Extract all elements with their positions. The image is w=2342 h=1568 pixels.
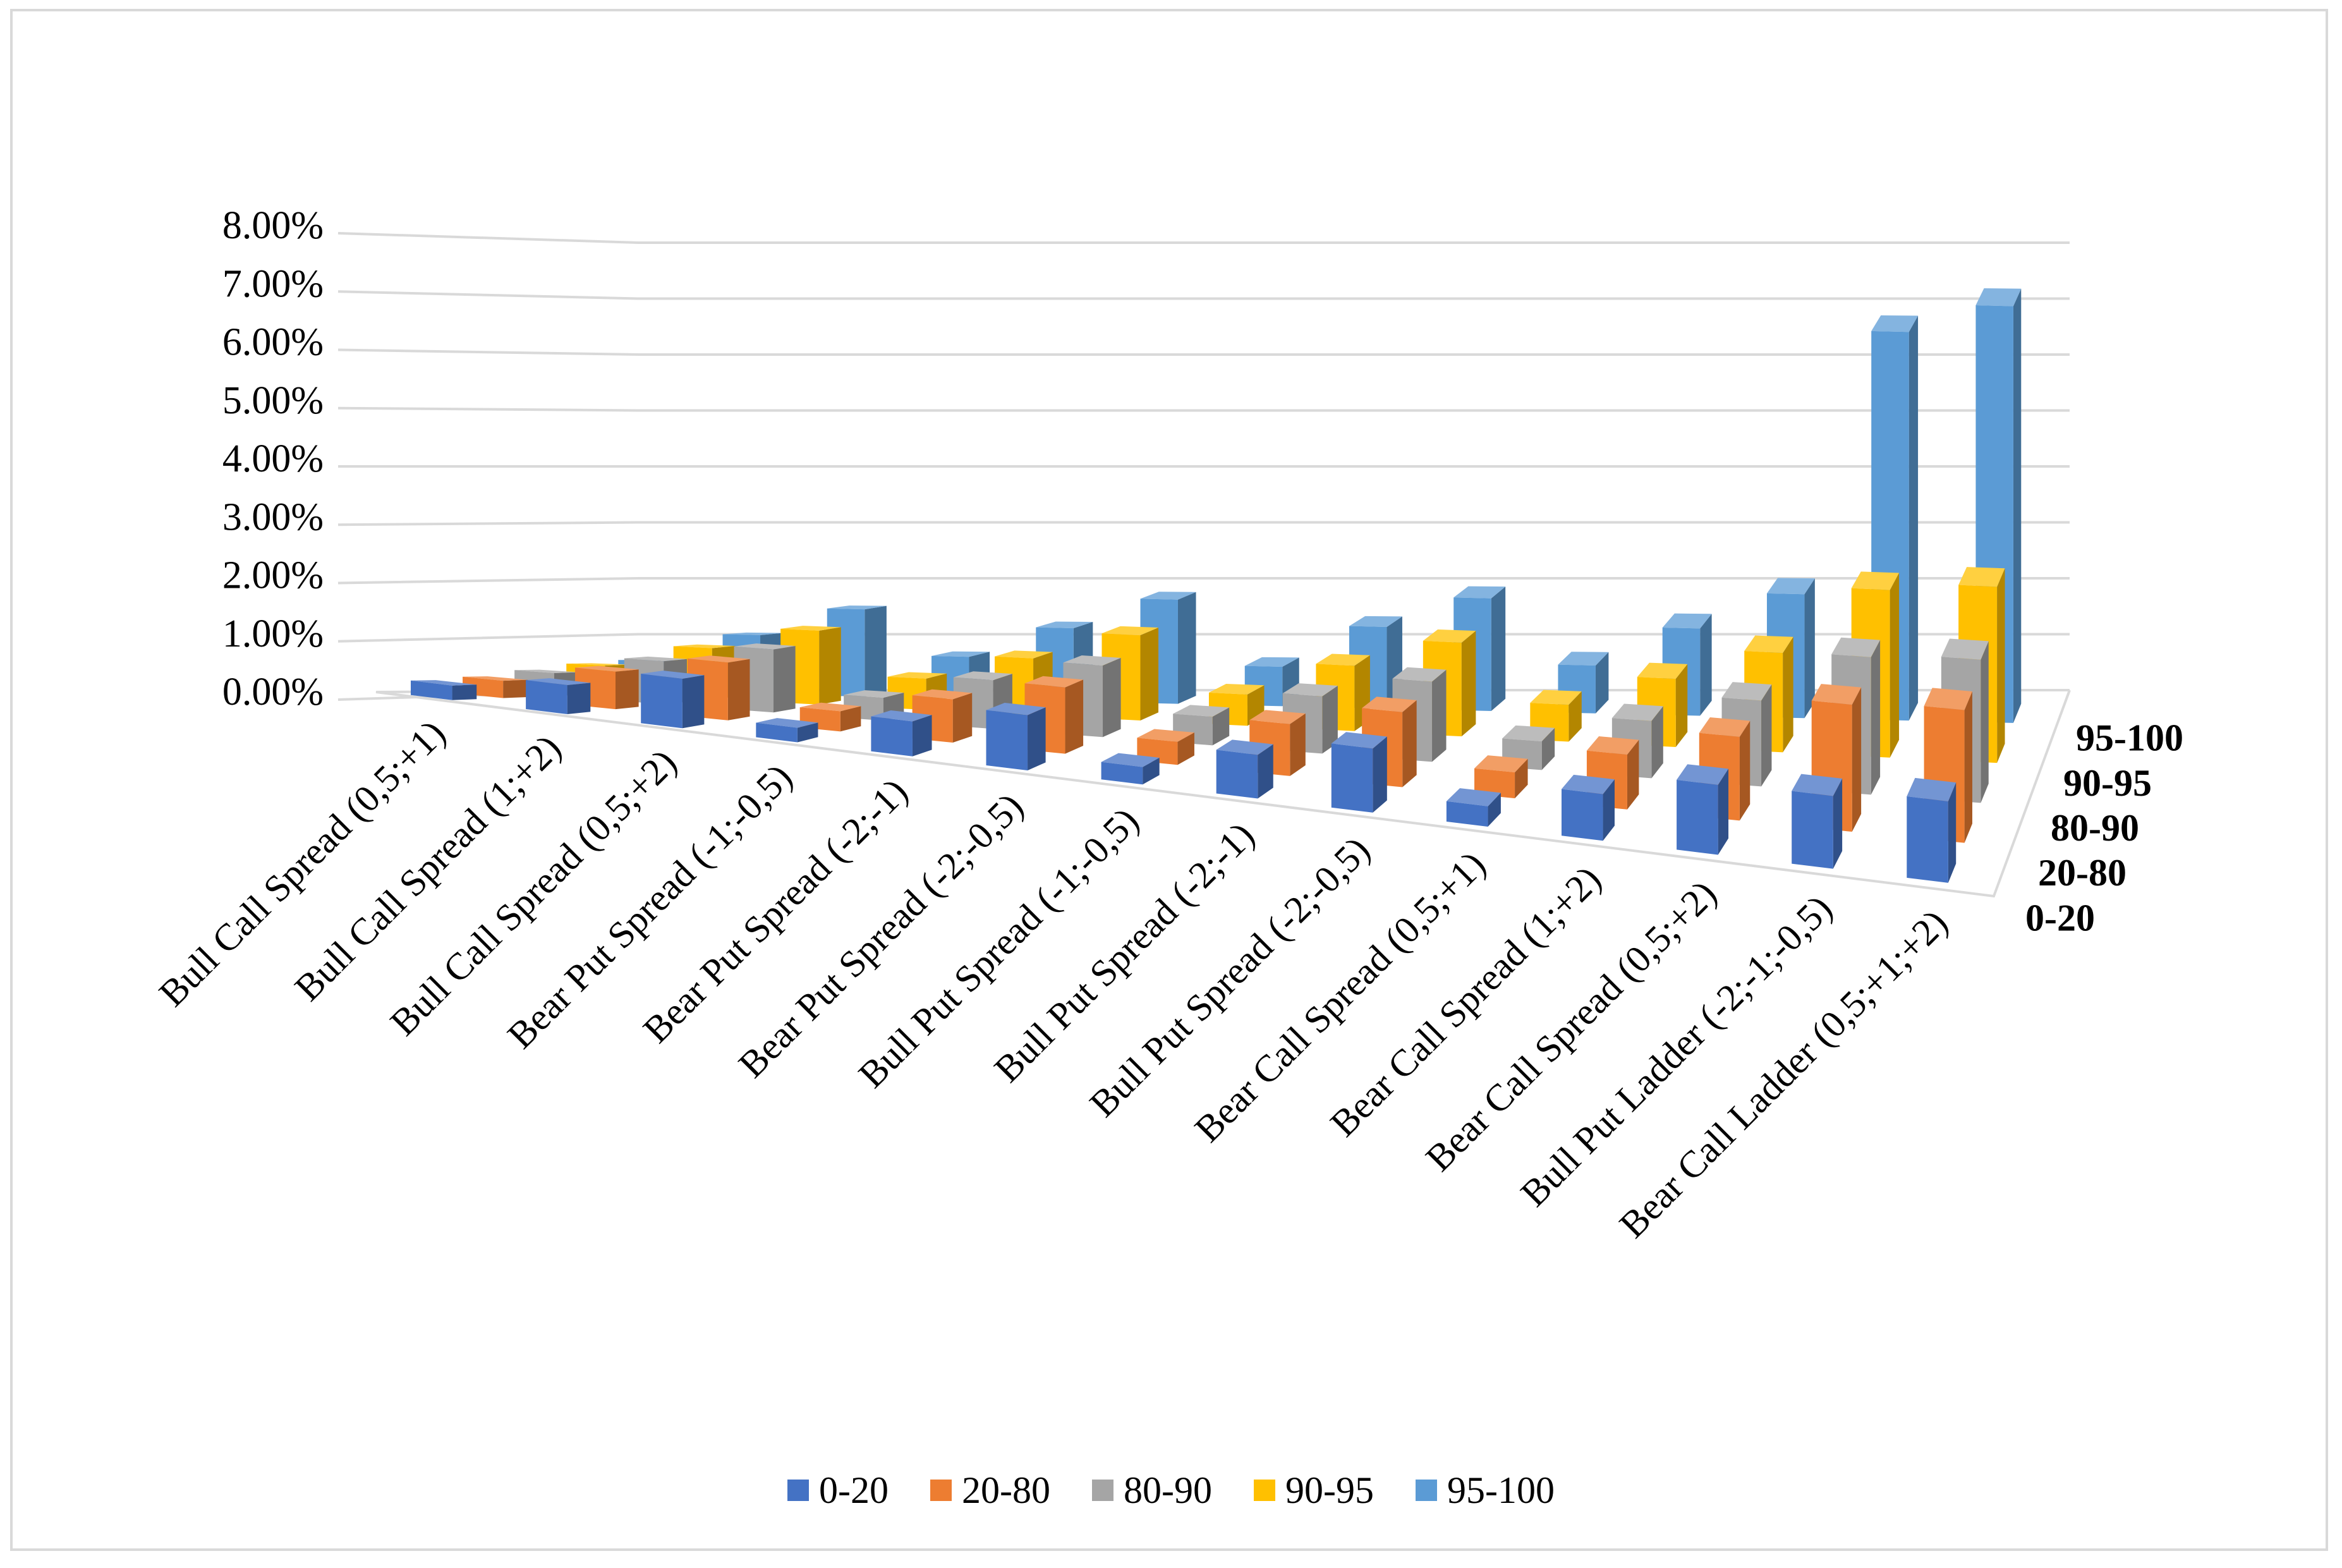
depth-label-20-80: 20-80 [2038,852,2127,894]
y-tick-label: 6.00% [222,321,324,364]
gridline [337,521,2070,526]
legend-swatch [787,1480,810,1501]
depth-label-80-90: 80-90 [2051,807,2139,849]
y-tick-label: 0.00% [222,671,324,714]
legend-item-80-90: 80-90 [1092,1469,1212,1512]
y-tick-label: 7.00% [222,262,324,305]
legend-item-95-100: 95-100 [1415,1469,1555,1512]
bar-0-20-3 [641,671,705,729]
legend-swatch [1253,1480,1275,1501]
bar-90-95-6 [1101,626,1159,720]
y-axis-ticks: 0.00% 1.00% 2.00% 3.00% 4.00% 5.00% 6.00% 7.00%… [222,204,324,714]
legend-label: 95-100 [1447,1469,1555,1511]
bar-80-90-9 [1392,667,1447,762]
legend-label: 80-90 [1124,1469,1212,1511]
bars [411,288,2022,883]
legend: 0-20 20-80 80-90 90-95 95-100 [0,1465,2342,1516]
depth-label-90-95: 90-95 [2063,762,2152,804]
gridline [337,406,2070,412]
depth-label-95-100: 95-100 [2076,717,2183,759]
y-tick-label: 3.00% [222,495,324,538]
bar-0-20-4 [756,718,818,743]
legend-item-20-80: 20-80 [930,1469,1050,1512]
legend-label: 0-20 [819,1469,889,1511]
bar-0-20-8 [1216,739,1273,799]
legend-swatch [1415,1480,1437,1501]
bar-0-20-7 [1101,753,1160,785]
bar-0-20-5 [871,710,932,757]
bar-0-20-11 [1561,774,1615,841]
bar-0-20-12 [1677,764,1729,855]
gridline [337,232,2070,244]
bar-0-20-6 [986,702,1046,770]
y-tick-label: 5.00% [222,379,324,422]
x-category-label: Bear Put Spread (-2;-1) [635,770,916,1051]
legend-label: 90-95 [1285,1469,1374,1511]
bar-0-20-13 [1792,774,1843,869]
gridline [337,633,2070,643]
bar-95-100-10 [1558,652,1609,714]
bar-0-20-14 [1907,777,1957,883]
gridline [337,348,2070,356]
legend-swatch [930,1480,952,1501]
bar-0-20-9 [1331,732,1387,813]
bar-0-20-1 [411,680,477,700]
gridline [337,577,2070,585]
bar-0-20-2 [526,678,591,715]
legend-item-90-95: 90-95 [1253,1469,1374,1512]
legend-item-0-20: 0-20 [787,1469,889,1512]
bar-95-100-6 [1140,592,1196,704]
bar-20-80-10 [1474,755,1528,799]
depth-label-0-20: 0-20 [2025,897,2095,939]
x-category-label: Bull Put Spread (-2;-1) [986,814,1263,1090]
x-category-label: Bull Call Spread (1;+2) [287,727,569,1009]
legend-label: 20-80 [962,1469,1050,1511]
y-tick-label: 8.00% [222,204,324,247]
gridline [337,290,2070,300]
legend-swatch [1092,1480,1113,1501]
y-tick-label: 1.00% [222,612,324,655]
y-tick-label: 2.00% [222,554,324,597]
bar-0-20-10 [1446,788,1501,827]
y-tick-label: 4.00% [222,437,324,480]
